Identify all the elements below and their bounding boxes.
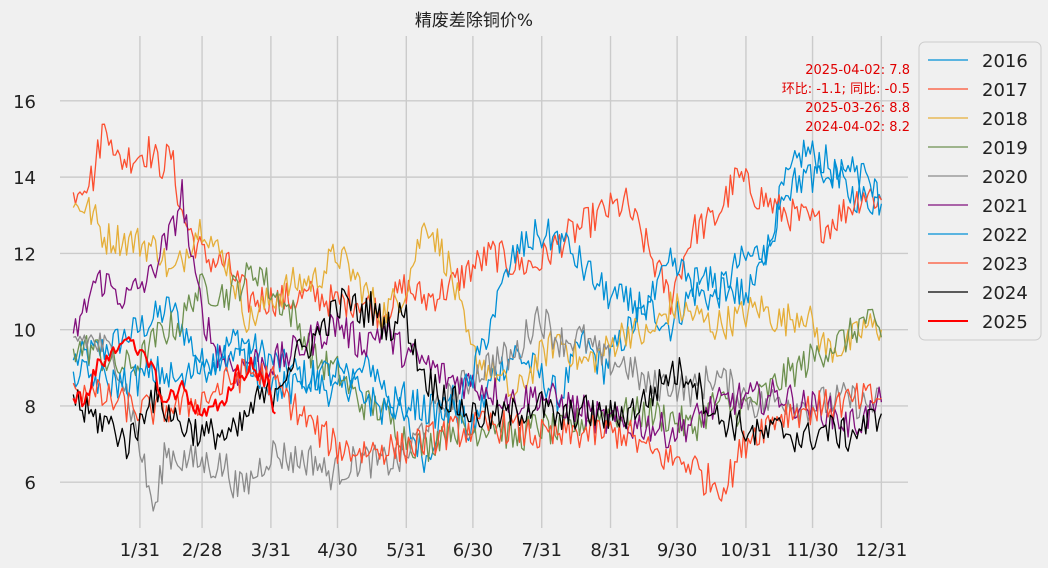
- y-tick-label: 8: [25, 397, 36, 418]
- x-tick-label: 7/31: [522, 540, 562, 561]
- x-tick-label: 2/28: [182, 540, 222, 561]
- annotation-box: 2025-04-02: 7.8 环比: -1.1; 同比: -0.5 2025-03…: [782, 63, 910, 135]
- x-tick-label: 1/31: [120, 540, 160, 561]
- y-tick-label: 10: [13, 321, 36, 342]
- legend-item-label[interactable]: 2020: [982, 167, 1028, 188]
- chart-title: 精废差除铜价%: [415, 11, 533, 31]
- x-tick-label: 12/31: [855, 540, 907, 561]
- axis-labels: 1/31 2/28 3/31 4/30 5/31 6/30 7/31 8/31 9/30 10/3…: [13, 92, 907, 561]
- x-tick-label: 4/30: [317, 540, 357, 561]
- legend-item-label[interactable]: 2018: [982, 109, 1028, 130]
- annotation-line: 2024-04-02: 8.2: [805, 120, 910, 135]
- legend-frame: [918, 41, 1042, 341]
- y-tick-label: 16: [13, 92, 36, 113]
- y-tick-label: 12: [13, 244, 36, 265]
- x-tick-label: 6/30: [453, 540, 493, 561]
- annotation-line: 环比: -1.1; 同比: -0.5: [782, 82, 910, 97]
- series-line-2024: [72, 287, 883, 460]
- series-line-2021: [72, 179, 883, 449]
- series-line-2017: [72, 123, 882, 332]
- legend-item-label[interactable]: 2017: [982, 80, 1028, 101]
- legend-item-label[interactable]: 2016: [982, 51, 1028, 72]
- series-line-2022: [72, 156, 883, 429]
- annotation-line: 2025-03-26: 8.8: [805, 101, 910, 116]
- legend-item-label[interactable]: 2019: [982, 138, 1028, 159]
- grid: [60, 36, 908, 528]
- series-line-2020: [73, 306, 883, 512]
- x-tick-label: 11/30: [787, 540, 839, 561]
- legend-item-label[interactable]: 2023: [982, 254, 1028, 275]
- legend-item-label[interactable]: 2024: [982, 283, 1028, 304]
- x-tick-label: 8/31: [590, 540, 630, 561]
- x-tick-label: 3/31: [251, 540, 291, 561]
- legend[interactable]: 2016 2017 2018 2019 2020 2021 2022 2023 2024 2025: [918, 41, 1042, 341]
- y-tick-label: 6: [25, 473, 36, 494]
- series-line-2018: [72, 196, 883, 401]
- annotation-line: 2025-04-02: 7.8: [805, 63, 910, 78]
- x-tick-label: 10/31: [720, 540, 772, 561]
- series-line-2016: [72, 139, 882, 474]
- x-tick-label: 5/31: [386, 540, 426, 561]
- legend-item-label[interactable]: 2025: [982, 312, 1028, 333]
- series-group: [72, 123, 883, 512]
- series-line-2025: [72, 336, 276, 417]
- y-tick-label: 14: [13, 168, 36, 189]
- legend-item-label[interactable]: 2021: [982, 196, 1028, 217]
- x-tick-label: 9/30: [657, 540, 697, 561]
- legend-item-label[interactable]: 2022: [982, 225, 1028, 246]
